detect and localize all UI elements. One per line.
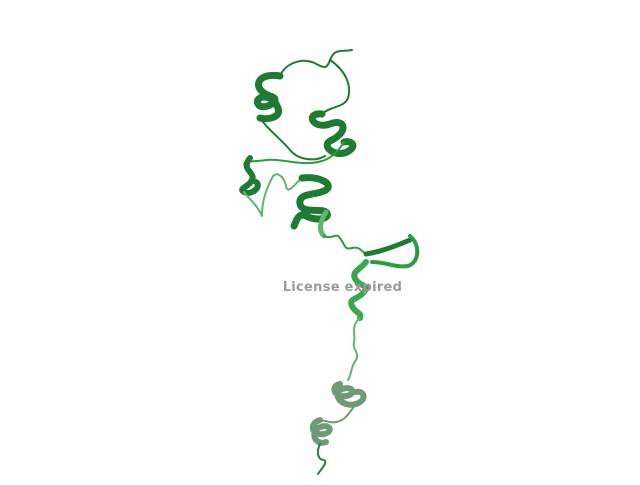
license-watermark: License expired <box>282 280 403 295</box>
helix-segment <box>309 417 333 446</box>
coil-segment <box>347 317 361 381</box>
coil-segment <box>323 234 367 255</box>
strand-segment <box>363 237 413 257</box>
helix-segment <box>239 155 261 196</box>
helix-segment <box>348 259 370 321</box>
helix-segment <box>308 110 357 157</box>
coil-segment <box>279 49 353 77</box>
helix-segment <box>290 174 332 230</box>
coil-segment <box>321 59 350 115</box>
coil-segment <box>316 443 327 475</box>
coil-segment <box>317 209 329 239</box>
coil-segment <box>243 173 303 217</box>
coil-segment <box>319 403 357 424</box>
coil-segment <box>259 117 326 161</box>
coil-segment <box>243 141 345 165</box>
helix-segment <box>253 71 284 123</box>
helix-segment <box>331 381 367 408</box>
strand-segment <box>370 234 420 269</box>
